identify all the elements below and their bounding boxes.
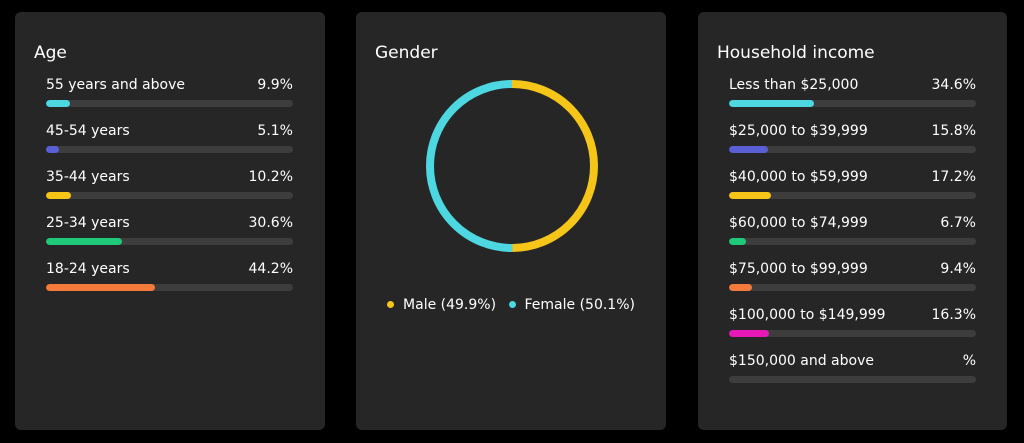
age-bar-fill	[46, 100, 71, 107]
legend-dot-male	[387, 300, 395, 308]
age-bar-row: 55 years and above 9.9%	[46, 76, 293, 122]
age-bar-list: 55 years and above 9.9% 45-54 years 5.1% 35-…	[46, 76, 293, 306]
age-bar-fill	[46, 146, 59, 153]
age-bar-track	[46, 238, 293, 245]
age-bar-label: 55 years and above	[46, 77, 185, 93]
income-bar-label: $75,000 to $99,999	[729, 261, 868, 277]
income-bar-track	[729, 238, 976, 245]
income-bar-fill	[729, 146, 769, 153]
income-bar-track	[729, 330, 976, 337]
income-bar-track	[729, 146, 976, 153]
income-bar-row: $150,000 and above%	[729, 352, 976, 398]
income-bar-value: 15.8%	[931, 123, 976, 139]
income-bar-row: $60,000 to $74,999 6.7%	[729, 214, 976, 260]
age-bar-label: 25-34 years	[46, 215, 130, 231]
income-bar-label: Less than $25,000	[729, 77, 859, 93]
age-bar-row: 18-24 years 44.2%	[46, 260, 293, 306]
age-bar-value: 30.6%	[248, 215, 293, 231]
income-bar-row: Less than $25,000 34.6%	[729, 76, 976, 122]
gender-card-title: Gender	[375, 43, 438, 63]
legend-item-male: Male (49.9%)	[387, 296, 496, 314]
income-bar-track	[729, 100, 976, 107]
income-bar-fill	[729, 192, 772, 199]
age-bar-row: 35-44 years 10.2%	[46, 168, 293, 214]
legend-item-female: Female (50.1%)	[508, 296, 635, 314]
income-bar-row: $25,000 to $39,999 15.8%	[729, 122, 976, 168]
age-bar-label: 45-54 years	[46, 123, 130, 139]
age-card: Age 55 years and above 9.9% 45-54 years 5.1…	[15, 12, 325, 430]
income-bar-value: 9.4%	[940, 261, 976, 277]
gender-card: Gender Male (49.9%) Female (50.1%)	[356, 12, 666, 430]
age-bar-fill	[46, 238, 122, 245]
age-bar-track	[46, 100, 293, 107]
gender-legend: Male (49.9%) Female (50.1%)	[356, 296, 666, 314]
income-bar-fill	[729, 284, 753, 291]
age-bar-label: 35-44 years	[46, 169, 130, 185]
age-bar-fill	[46, 192, 72, 199]
age-bar-value: 44.2%	[248, 261, 293, 277]
income-bar-value: 17.2%	[931, 169, 976, 185]
income-bar-row: $100,000 to $149,999 16.3%	[729, 306, 976, 352]
household-income-bar-list: Less than $25,000 34.6% $25,000 to $39,999…	[729, 76, 976, 398]
income-bar-value: 16.3%	[931, 307, 976, 323]
income-bar-label: $25,000 to $39,999	[729, 123, 868, 139]
income-bar-value: %	[962, 353, 976, 369]
donut-slice-female	[426, 80, 513, 252]
age-bar-label: 18-24 years	[46, 261, 130, 277]
gender-donut-chart	[426, 80, 598, 252]
donut-slice-male	[511, 80, 598, 252]
age-bar-track	[46, 146, 293, 153]
age-bar-track	[46, 284, 293, 291]
age-bar-track	[46, 192, 293, 199]
age-bar-value: 10.2%	[248, 169, 293, 185]
legend-label-female: Female (50.1%)	[524, 297, 635, 313]
income-bar-label: $150,000 and above	[729, 353, 874, 369]
household-income-card: Household income Less than $25,000 34.6% $…	[698, 12, 1007, 430]
age-bar-row: 45-54 years 5.1%	[46, 122, 293, 168]
income-bar-label: $40,000 to $59,999	[729, 169, 868, 185]
age-bar-row: 25-34 years 30.6%	[46, 214, 293, 260]
income-bar-row: $40,000 to $59,999 17.2%	[729, 168, 976, 214]
income-bar-value: 6.7%	[940, 215, 976, 231]
income-bar-label: $60,000 to $74,999	[729, 215, 868, 231]
income-bar-value: 34.6%	[931, 77, 976, 93]
age-bar-value: 5.1%	[257, 123, 293, 139]
income-bar-track	[729, 192, 976, 199]
income-bar-track	[729, 376, 976, 383]
age-card-title: Age	[34, 43, 67, 63]
household-income-card-title: Household income	[717, 43, 875, 63]
income-bar-fill	[729, 238, 746, 245]
income-bar-fill	[729, 330, 770, 337]
income-bar-row: $75,000 to $99,999 9.4%	[729, 260, 976, 306]
age-bar-value: 9.9%	[257, 77, 293, 93]
legend-dot-female	[508, 300, 516, 308]
income-bar-track	[729, 284, 976, 291]
age-bar-fill	[46, 284, 156, 291]
legend-label-male: Male (49.9%)	[403, 297, 497, 313]
income-bar-label: $100,000 to $149,999	[729, 307, 886, 323]
income-bar-fill	[729, 100, 815, 107]
